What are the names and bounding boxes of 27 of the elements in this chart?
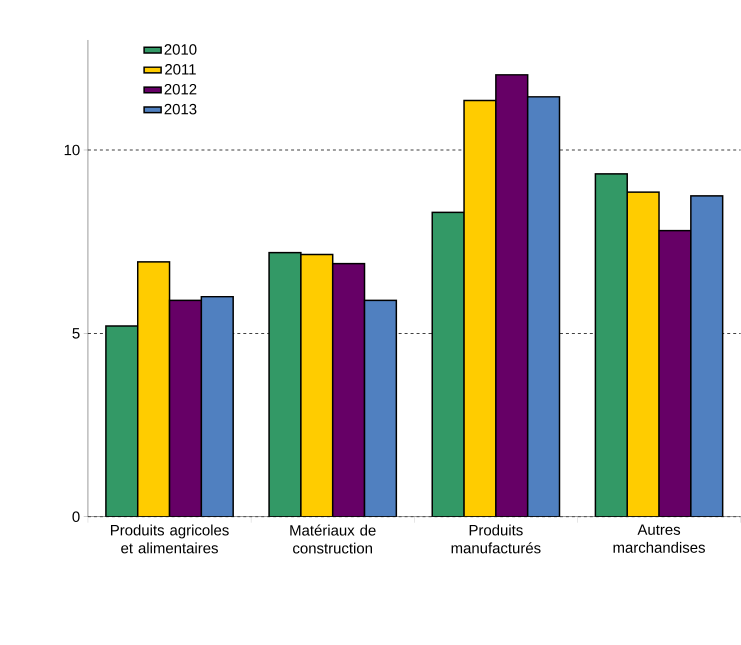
bar <box>300 254 334 517</box>
bar <box>495 74 528 517</box>
x-tick-label: Matériaux de construction <box>290 524 376 554</box>
bar <box>463 100 497 517</box>
bar <box>105 325 138 517</box>
y-tick-label: 5 <box>72 328 80 339</box>
bar <box>690 195 724 517</box>
bar <box>332 263 366 517</box>
bar <box>526 96 560 517</box>
y-tick-label: 0 <box>72 512 80 522</box>
y-tick-label: 10 <box>64 144 80 156</box>
bar <box>626 192 660 517</box>
legend-label: 2013 <box>164 104 196 115</box>
bar <box>168 300 202 517</box>
bar <box>200 296 234 517</box>
x-tick-label: Produits manufacturés <box>452 524 541 554</box>
legend-label: 2012 <box>164 84 196 95</box>
bar <box>136 261 170 517</box>
x-tick-label: Produits agricoles et alimentaires <box>110 524 229 554</box>
legend-label: 2011 <box>165 64 196 75</box>
bar <box>364 300 398 517</box>
x-tick-label: Autres marchandises <box>614 524 705 554</box>
legend-label: 2010 <box>164 44 196 55</box>
bar <box>268 252 302 517</box>
bar <box>594 173 628 517</box>
bar <box>658 230 692 517</box>
bar <box>431 212 465 517</box>
